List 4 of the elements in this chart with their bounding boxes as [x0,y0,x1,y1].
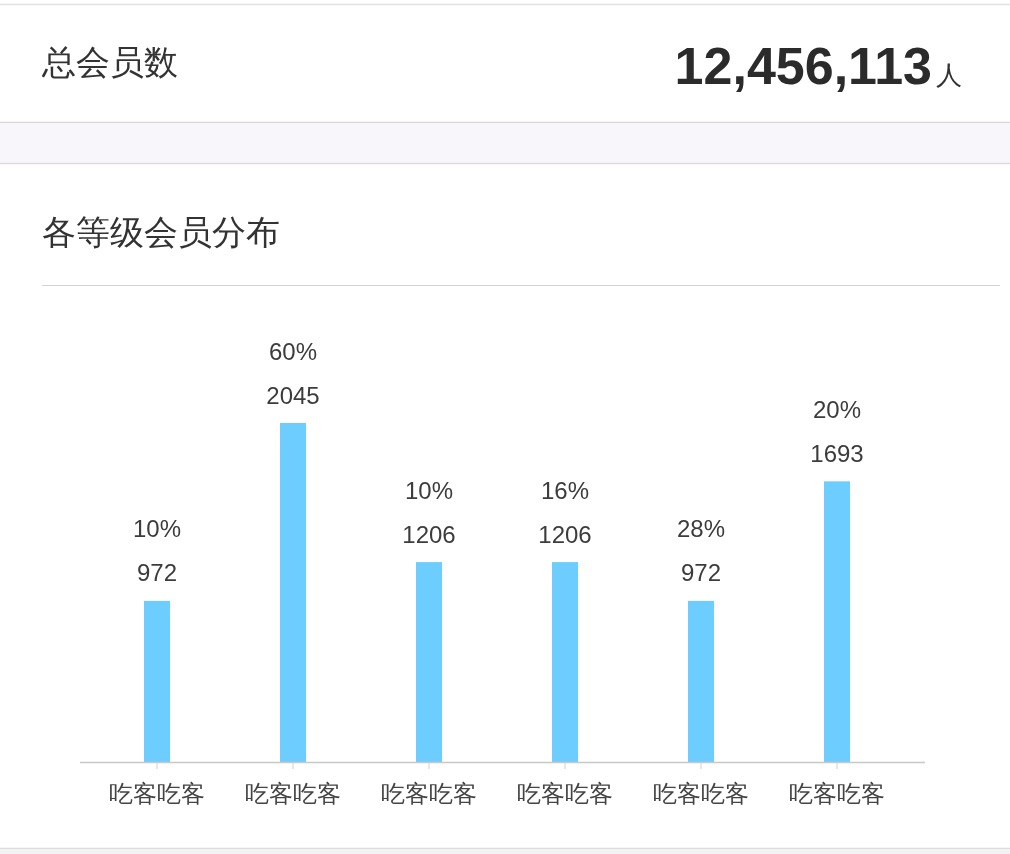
title: 各等级会员分布 [42,213,280,251]
annotation: 人 [936,60,962,90]
annotation: 12,456,113 [674,37,932,95]
title: 总会员数 [42,43,178,81]
